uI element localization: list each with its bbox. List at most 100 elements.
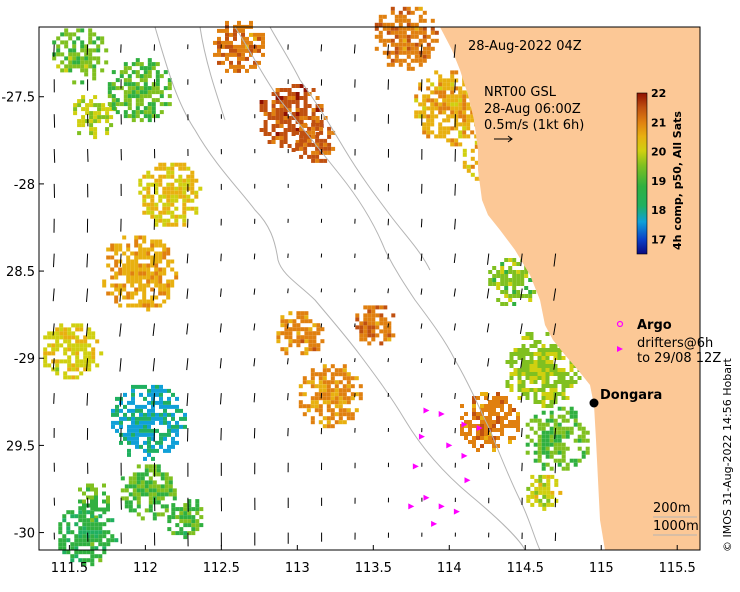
sst-pixel — [549, 404, 554, 408]
sst-pixel — [327, 130, 332, 135]
sst-pixel — [480, 444, 484, 448]
sst-pixel — [331, 146, 336, 151]
sst-pixel — [338, 408, 343, 413]
sst-pixel — [470, 172, 475, 177]
sst-pixel — [195, 499, 200, 504]
sst-pixel — [379, 317, 384, 322]
sst-pixel — [75, 367, 80, 372]
sst-pixel — [106, 495, 110, 500]
sst-pixel — [509, 376, 514, 380]
current-arrow — [152, 288, 155, 301]
sst-pixel — [249, 32, 253, 37]
sst-pixel — [505, 380, 510, 384]
sst-pixel — [86, 542, 91, 547]
sst-pixel — [418, 18, 423, 23]
sst-pixel — [279, 120, 284, 124]
sst-pixel — [199, 515, 204, 520]
sst-pixel — [462, 130, 467, 135]
sst-pixel — [74, 514, 79, 519]
sst-pixel — [537, 368, 542, 372]
sst-pixel — [119, 74, 124, 79]
sst-pixel — [557, 348, 562, 352]
sst-pixel — [545, 396, 550, 400]
sst-pixel — [508, 282, 513, 286]
sst-pixel — [136, 496, 141, 501]
sst-pixel — [261, 32, 265, 37]
sst-pixel — [115, 404, 119, 409]
sst-pixel — [561, 392, 566, 396]
current-label-line3: 0.5m/s (1kt 6h) — [484, 118, 584, 133]
sst-pixel — [363, 333, 368, 338]
sst-pixel — [549, 466, 554, 471]
sst-pixel — [87, 351, 92, 356]
sst-pixel — [156, 488, 161, 493]
sst-pixel — [88, 60, 93, 65]
current-arrow — [186, 393, 189, 407]
sst-pixel — [74, 542, 79, 547]
sst-pixel — [68, 60, 73, 65]
sst-pixel — [267, 116, 272, 120]
sst-pixel — [158, 255, 163, 260]
sst-pixel — [190, 182, 195, 187]
sst-pixel — [136, 472, 141, 477]
sst-pixel — [474, 140, 479, 145]
sst-pixel — [414, 26, 419, 31]
drifter-legend-marker — [617, 346, 623, 352]
x-tick-label: 114 — [437, 561, 462, 576]
sst-pixel — [163, 448, 167, 453]
sst-pixel — [142, 303, 147, 308]
sst-pixel — [127, 448, 131, 453]
sst-pixel — [545, 372, 550, 376]
sst-pixel — [346, 376, 351, 381]
drifter-legend-line1: drifters@6h — [637, 336, 713, 351]
sst-pixel — [191, 515, 196, 520]
sst-pixel — [118, 247, 123, 252]
sst-pixel — [549, 400, 554, 404]
drifter-marker — [418, 433, 425, 440]
sst-pixel — [77, 103, 82, 108]
sst-pixel — [94, 503, 98, 508]
current-arrow — [519, 323, 523, 334]
sst-pixel — [538, 502, 543, 507]
sst-pixel — [142, 255, 147, 260]
sst-pixel — [126, 271, 131, 276]
sst-pixel — [146, 190, 151, 195]
sst-pixel — [537, 458, 542, 463]
sst-pixel — [87, 363, 92, 368]
sst-pixel — [151, 444, 155, 449]
sst-pixel — [460, 428, 464, 432]
sst-pixel — [175, 396, 179, 401]
sst-pixel — [530, 482, 535, 487]
sst-pixel — [488, 404, 492, 408]
sst-pixel — [533, 360, 538, 364]
sst-pixel — [123, 392, 127, 397]
sst-pixel — [492, 282, 497, 286]
sst-pixel — [316, 343, 321, 348]
sst-pixel — [446, 114, 451, 119]
sst-pixel — [304, 347, 309, 352]
sst-pixel — [406, 50, 411, 55]
sst-pixel — [135, 404, 139, 409]
sst-pixel — [276, 335, 281, 340]
sst-pixel — [311, 116, 316, 120]
sst-pixel — [577, 426, 582, 431]
sst-pixel — [186, 174, 191, 179]
sst-pixel — [500, 302, 505, 306]
sst-pixel — [545, 404, 550, 408]
sst-pixel — [492, 424, 496, 428]
sst-pixel — [545, 348, 550, 352]
current-arrow — [354, 358, 356, 363]
sst-pixel — [47, 331, 52, 336]
sst-pixel — [147, 90, 152, 95]
sst-pixel — [143, 448, 147, 453]
sst-pixel — [338, 380, 343, 385]
sst-pixel — [319, 104, 324, 108]
sst-pixel — [378, 38, 383, 43]
sst-pixel — [140, 492, 145, 497]
sst-pixel — [62, 546, 67, 551]
sst-pixel — [97, 119, 102, 124]
sst-pixel — [530, 474, 535, 479]
sst-pixel — [394, 58, 399, 63]
sst-pixel — [122, 271, 127, 276]
sst-pixel — [114, 287, 119, 292]
